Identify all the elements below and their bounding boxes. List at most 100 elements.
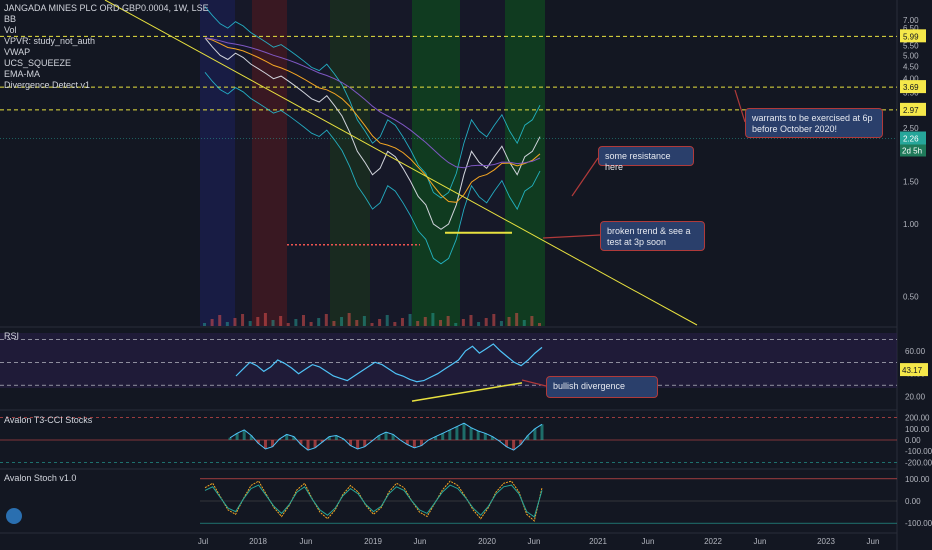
legend-indicator-vwap[interactable]: VWAP [4, 47, 31, 57]
callout-warrants[interactable]: warrants to be exercised at 6p before Oc… [745, 108, 883, 138]
volume-bar-36 [477, 322, 481, 326]
pointer-warrants [734, 89, 746, 123]
stoch-axis-tick-2: -100.00 [905, 519, 932, 528]
bb-upper-line [204, 6, 541, 199]
time-axis-tick-2: Jun [300, 537, 313, 546]
pointer-divergence [521, 379, 547, 387]
legend-indicator-vpvr[interactable]: VPVR: study_not_auth [4, 36, 96, 46]
volume-bar-11 [286, 323, 290, 326]
legend: JANGADA MINES PLC ORD GBP0.0004, 1W, LSE… [4, 3, 209, 91]
volume-bar-4 [233, 318, 237, 326]
callout-broken-trend[interactable]: broken trend & see a test at 3p soon [600, 221, 705, 251]
t3-axis-tick-2: 0.00 [905, 436, 921, 445]
t3-axis-tick-3: -100.00 [905, 447, 932, 456]
t3-hist-bar-35 [476, 431, 480, 440]
volume-bar-5 [241, 314, 245, 326]
t3-hist-bar-27 [419, 440, 423, 446]
t3-hist-bar-5 [263, 440, 267, 449]
t3-hist-bar-11 [306, 440, 310, 451]
t3-axis-tick-0: 200.00 [905, 414, 930, 423]
volume-bar-18 [340, 317, 344, 326]
price-axis-tick-13: 0.50 [903, 293, 919, 302]
legend-indicator-squeeze[interactable]: UCS_SQUEEZE [4, 58, 72, 68]
volume-bar-22 [370, 323, 374, 326]
volume-bar-7 [256, 317, 260, 326]
t3-hist-bar-19 [363, 440, 367, 447]
price-axis-tick-0: 7.00 [903, 16, 919, 25]
tradingview-logo-icon[interactable] [6, 508, 22, 524]
t3-hist-bar-40 [512, 440, 516, 451]
price-axis-tick-12: 1.00 [903, 220, 919, 229]
badge-rsi-value-bg [900, 363, 928, 377]
time-axis-tick-5: 2020 [478, 537, 496, 546]
volume-bar-38 [492, 314, 496, 326]
t3-hist-bar-13 [320, 440, 324, 443]
t3-hist-bar-0 [228, 437, 232, 440]
t3-hist-bar-41 [519, 440, 523, 445]
rsi-divergence-line [411, 382, 523, 402]
volume-bar-20 [355, 320, 359, 326]
price-axis-tick-3: 5.50 [903, 41, 919, 50]
time-axis-tick-4: Jun [414, 537, 427, 546]
badge-countdown-bg [900, 144, 926, 157]
volume-bar-9 [271, 320, 275, 326]
volume-bar-14 [309, 322, 313, 326]
badge-level-599: 5.99 [903, 32, 919, 41]
callout-resistance[interactable]: some resistance here [598, 146, 694, 172]
background-band-2 [252, 0, 287, 326]
volume-bar-43 [530, 316, 534, 326]
volume-bar-29 [423, 317, 427, 326]
volume-bar-12 [294, 319, 298, 326]
volume-bar-31 [439, 320, 443, 326]
volume-bar-26 [400, 318, 404, 326]
time-axis-tick-1: 2018 [249, 537, 267, 546]
t3-hist-bar-22 [384, 432, 388, 440]
t3-hist-bar-4 [256, 440, 260, 444]
volume-bar-34 [461, 319, 465, 326]
volume-bar-15 [317, 318, 321, 326]
legend-indicator-vol[interactable]: Vol [4, 25, 17, 35]
t3-hist-bar-34 [469, 427, 473, 440]
t3-pane-title[interactable]: Avalon T3-CCI Stocks [4, 415, 93, 425]
legend-indicator-ema-ma[interactable]: EMA-MA [4, 69, 40, 79]
rsi-pane-title[interactable]: RSI [4, 331, 20, 341]
price-axis-tick-1: 6.50 [903, 24, 919, 33]
price-axis-tick-6: 4.00 [903, 75, 919, 84]
t3-hist-bar-31 [448, 429, 452, 440]
t3-hist-bar-26 [412, 440, 416, 448]
time-axis-tick-10: Jun [754, 537, 767, 546]
badge-countdown: 2d 5h [902, 146, 922, 155]
t3-hist-bar-23 [391, 434, 395, 440]
t3-hist-bar-15 [334, 435, 338, 440]
t3-hist-bar-1 [235, 433, 239, 440]
t3-hist-bar-43 [533, 428, 537, 440]
time-axis-tick-7: 2021 [589, 537, 607, 546]
t3-hist-bar-14 [327, 436, 331, 440]
volume-bar-35 [469, 315, 473, 326]
callout-bullish-divergence[interactable]: bullish divergence [546, 376, 658, 398]
badge-last-price: 2.26 [903, 134, 919, 143]
badge-rsi-value: 43.17 [902, 366, 923, 375]
badge-level-599-bg [900, 29, 926, 43]
time-axis-tick-0: Jul [198, 537, 208, 546]
stoch-pane-title[interactable]: Avalon Stoch v1.0 [4, 473, 77, 483]
volume-bar-6 [248, 321, 252, 326]
volume-bar-16 [324, 314, 328, 326]
volume-bar-24 [385, 315, 389, 326]
price-axis-tick-9: 2.50 [903, 124, 919, 133]
time-axis-tick-12: Jun [867, 537, 880, 546]
legend-indicator-divergence[interactable]: Divergence Detect v1 [4, 80, 91, 90]
descending-trendline [104, 0, 698, 326]
t3-hist-bar-39 [505, 440, 509, 447]
bb-lower-line [204, 72, 541, 265]
symbol-title: JANGADA MINES PLC ORD GBP0.0004, 1W, LSE [4, 3, 209, 13]
ma-line [204, 37, 541, 169]
legend-indicator-bb[interactable]: BB [4, 14, 17, 24]
price-axis-tick-11: 1.50 [903, 177, 919, 186]
t3-hist-bar-17 [349, 440, 353, 446]
pointer-resistance [571, 157, 599, 197]
volume-bar-30 [431, 313, 435, 326]
volume-bar-40 [507, 317, 511, 326]
